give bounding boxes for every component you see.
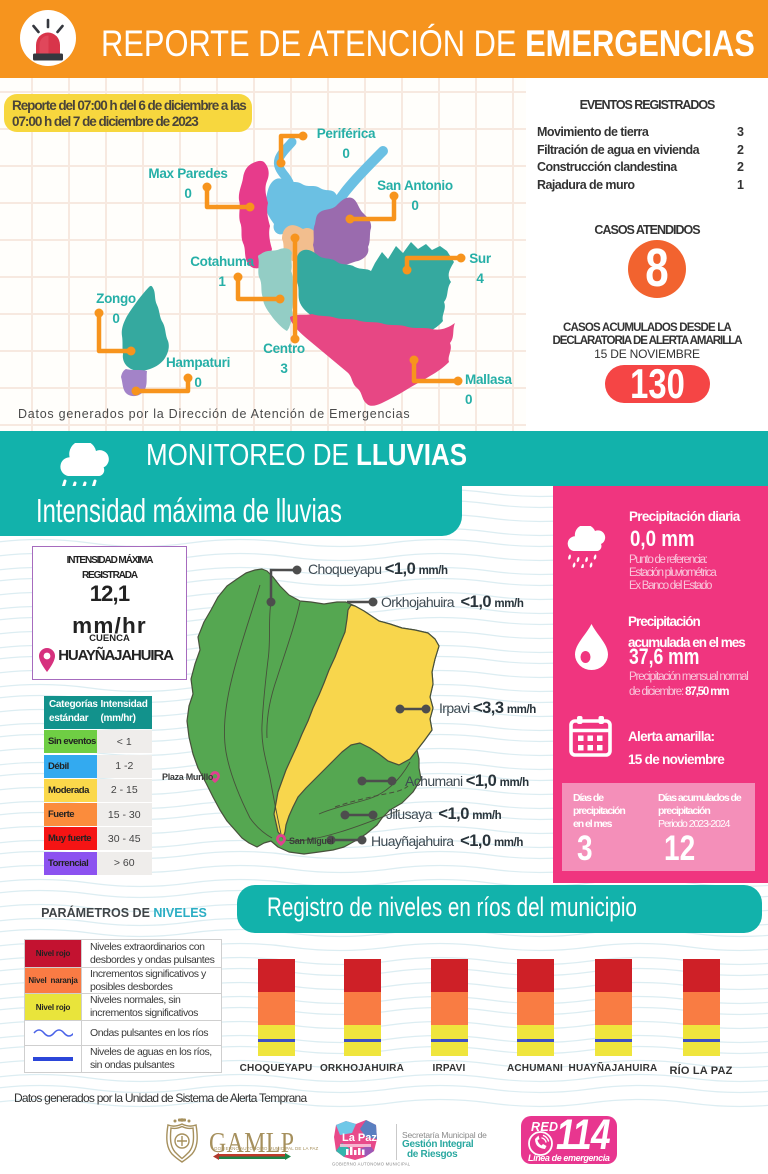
svg-text:La Paz: La Paz [342,1132,377,1144]
